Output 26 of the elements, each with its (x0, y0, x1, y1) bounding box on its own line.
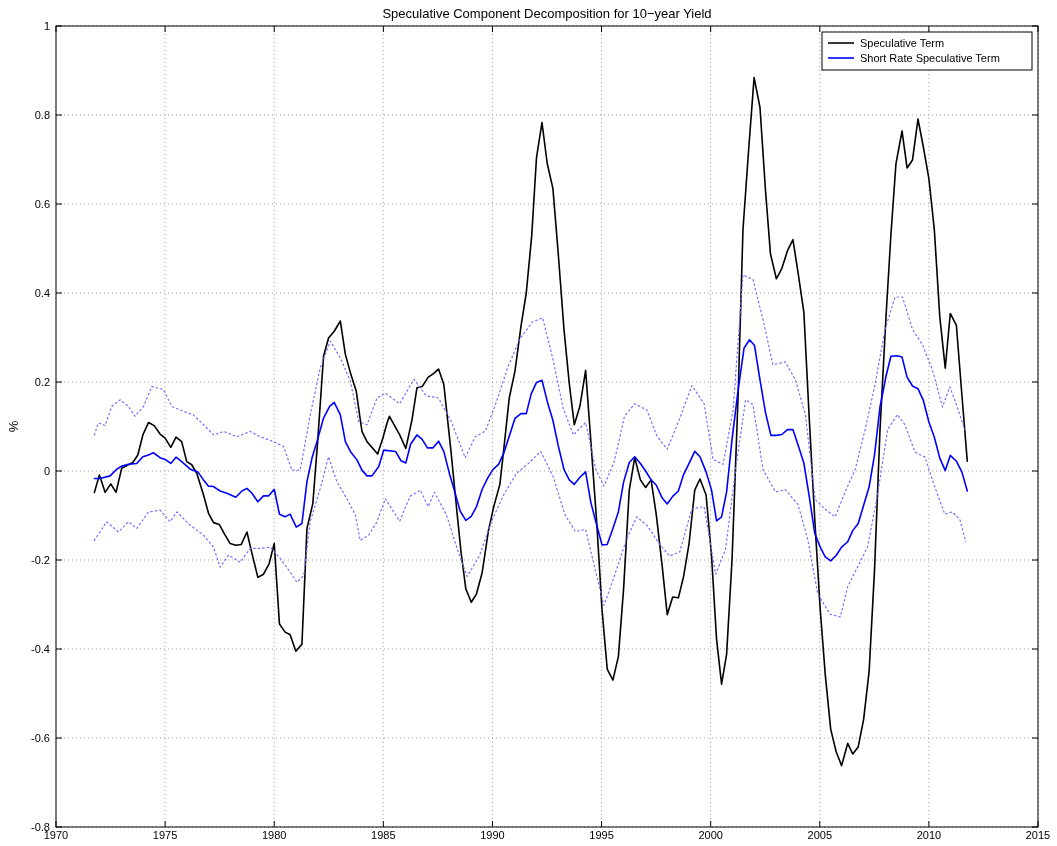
y-axis-title: % (6, 420, 21, 433)
line-series (93, 338, 969, 562)
legend-label: Speculative Term (860, 36, 945, 49)
legend-label: Short Rate Speculative Term (860, 51, 1000, 64)
x-tick-label: 1990 (480, 829, 505, 841)
x-tick-label: 2015 (1025, 829, 1051, 841)
y-tick-label: 0.4 (34, 286, 50, 299)
y-tick-label: -0.6 (31, 731, 50, 744)
x-tick-label: 2000 (698, 829, 723, 841)
y-tick-label: 0.8 (34, 108, 50, 121)
line-series (93, 274, 966, 518)
x-tick-label: 1985 (371, 829, 396, 841)
x-tick-label: 1975 (152, 829, 178, 841)
x-tick-label: 2005 (807, 829, 833, 841)
line-series (93, 399, 967, 618)
x-tick-label: 1995 (589, 829, 614, 841)
x-tick-label: 1980 (261, 829, 287, 841)
y-tick-label: 1 (43, 19, 50, 32)
line-series (93, 76, 969, 767)
chart-title: Speculative Component Decomposition for 10−year Yield (382, 6, 712, 21)
y-tick-label: 0 (43, 464, 50, 477)
y-tick-label: -0.4 (31, 642, 50, 655)
x-tick-label: 2010 (916, 829, 942, 841)
y-tick-label: 0.2 (34, 375, 50, 388)
y-tick-label: 0.6 (34, 197, 50, 210)
y-tick-label: -0.2 (31, 553, 50, 566)
